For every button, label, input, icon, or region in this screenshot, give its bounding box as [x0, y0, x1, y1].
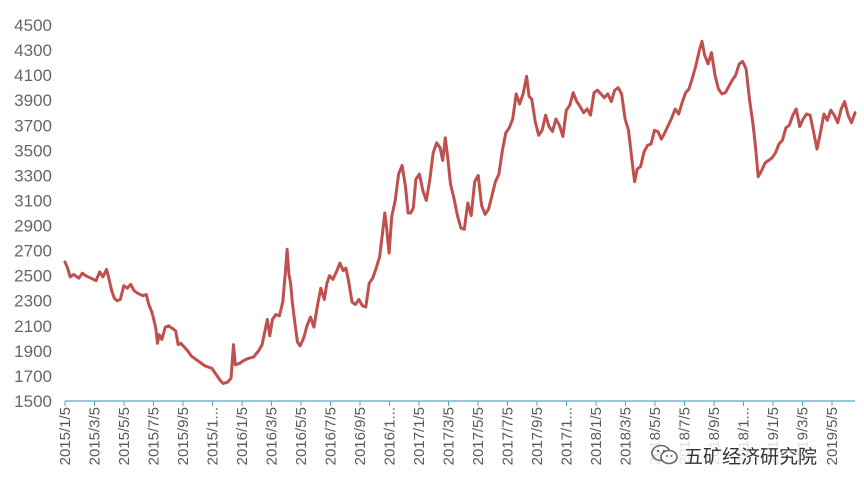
series-layer [63, 39, 857, 385]
x-tick-label: 2016/3/5 [264, 407, 281, 465]
y-tick-label: 2300 [14, 292, 52, 311]
y-tick-label: 3900 [14, 91, 52, 110]
y-tick-label: 4500 [14, 16, 52, 35]
y-tick-label: 2700 [14, 242, 52, 261]
y-tick-label: 1900 [14, 342, 52, 361]
x-tick-label: 2018/1/5 [588, 407, 605, 465]
x-tick-label: 2015/1... [205, 407, 222, 465]
y-tick-label: 3500 [14, 141, 52, 160]
x-tick-label: 2018/3/5 [618, 407, 635, 465]
y-tick-label: 3300 [14, 166, 52, 185]
y-tick-label: 2500 [14, 267, 52, 286]
y-tick-label: 2100 [14, 317, 52, 336]
series-line-0 [63, 39, 857, 385]
x-tick-label: 2017/3/5 [441, 407, 458, 465]
x-tick-label: 2015/5/5 [116, 407, 133, 465]
x-tick-label: 2019/5/5 [824, 407, 841, 465]
y-tick-label: 1500 [14, 392, 52, 411]
watermark: 五矿经济研究院 [646, 440, 822, 470]
x-tick-label: 2015/1/5 [57, 407, 74, 465]
x-tick-label: 2017/5/5 [470, 407, 487, 465]
x-tick-label: 2017/1... [559, 407, 576, 465]
y-tick-label: 3100 [14, 191, 52, 210]
wechat-icon [651, 444, 678, 465]
y-tick-label: 4100 [14, 66, 52, 85]
x-tick-label: 2016/5/5 [293, 407, 310, 465]
x-tick-label: 2017/9/5 [529, 407, 546, 465]
y-tick-label: 1700 [14, 367, 52, 386]
y-axis-ticks: 1500 1700 1900 2100 2300 2500 2700 2900 3100 3300… [14, 16, 52, 411]
x-tick-label: 2016/1... [382, 407, 399, 465]
watermark-text: 五矿经济研究院 [684, 445, 818, 468]
x-tick-label: 2016/7/5 [323, 407, 340, 465]
x-axis-ticks: 2015/1/5 2015/3/5 2015/5/5 2015/7/5 2015/9/5… [57, 401, 841, 465]
x-tick-label: 2016/1/5 [234, 407, 251, 465]
y-tick-label: 4300 [14, 41, 52, 60]
y-tick-label: 2900 [14, 217, 52, 236]
x-tick-label: 2017/7/5 [500, 407, 517, 465]
x-tick-label: 2017/1/5 [411, 407, 428, 465]
x-tick-label: 2015/9/5 [175, 407, 192, 465]
x-tick-label: 2015/7/5 [146, 407, 163, 465]
y-tick-label: 3700 [14, 116, 52, 135]
x-tick-label: 2015/3/5 [87, 407, 104, 465]
x-tick-label: 2016/9/5 [352, 407, 369, 465]
